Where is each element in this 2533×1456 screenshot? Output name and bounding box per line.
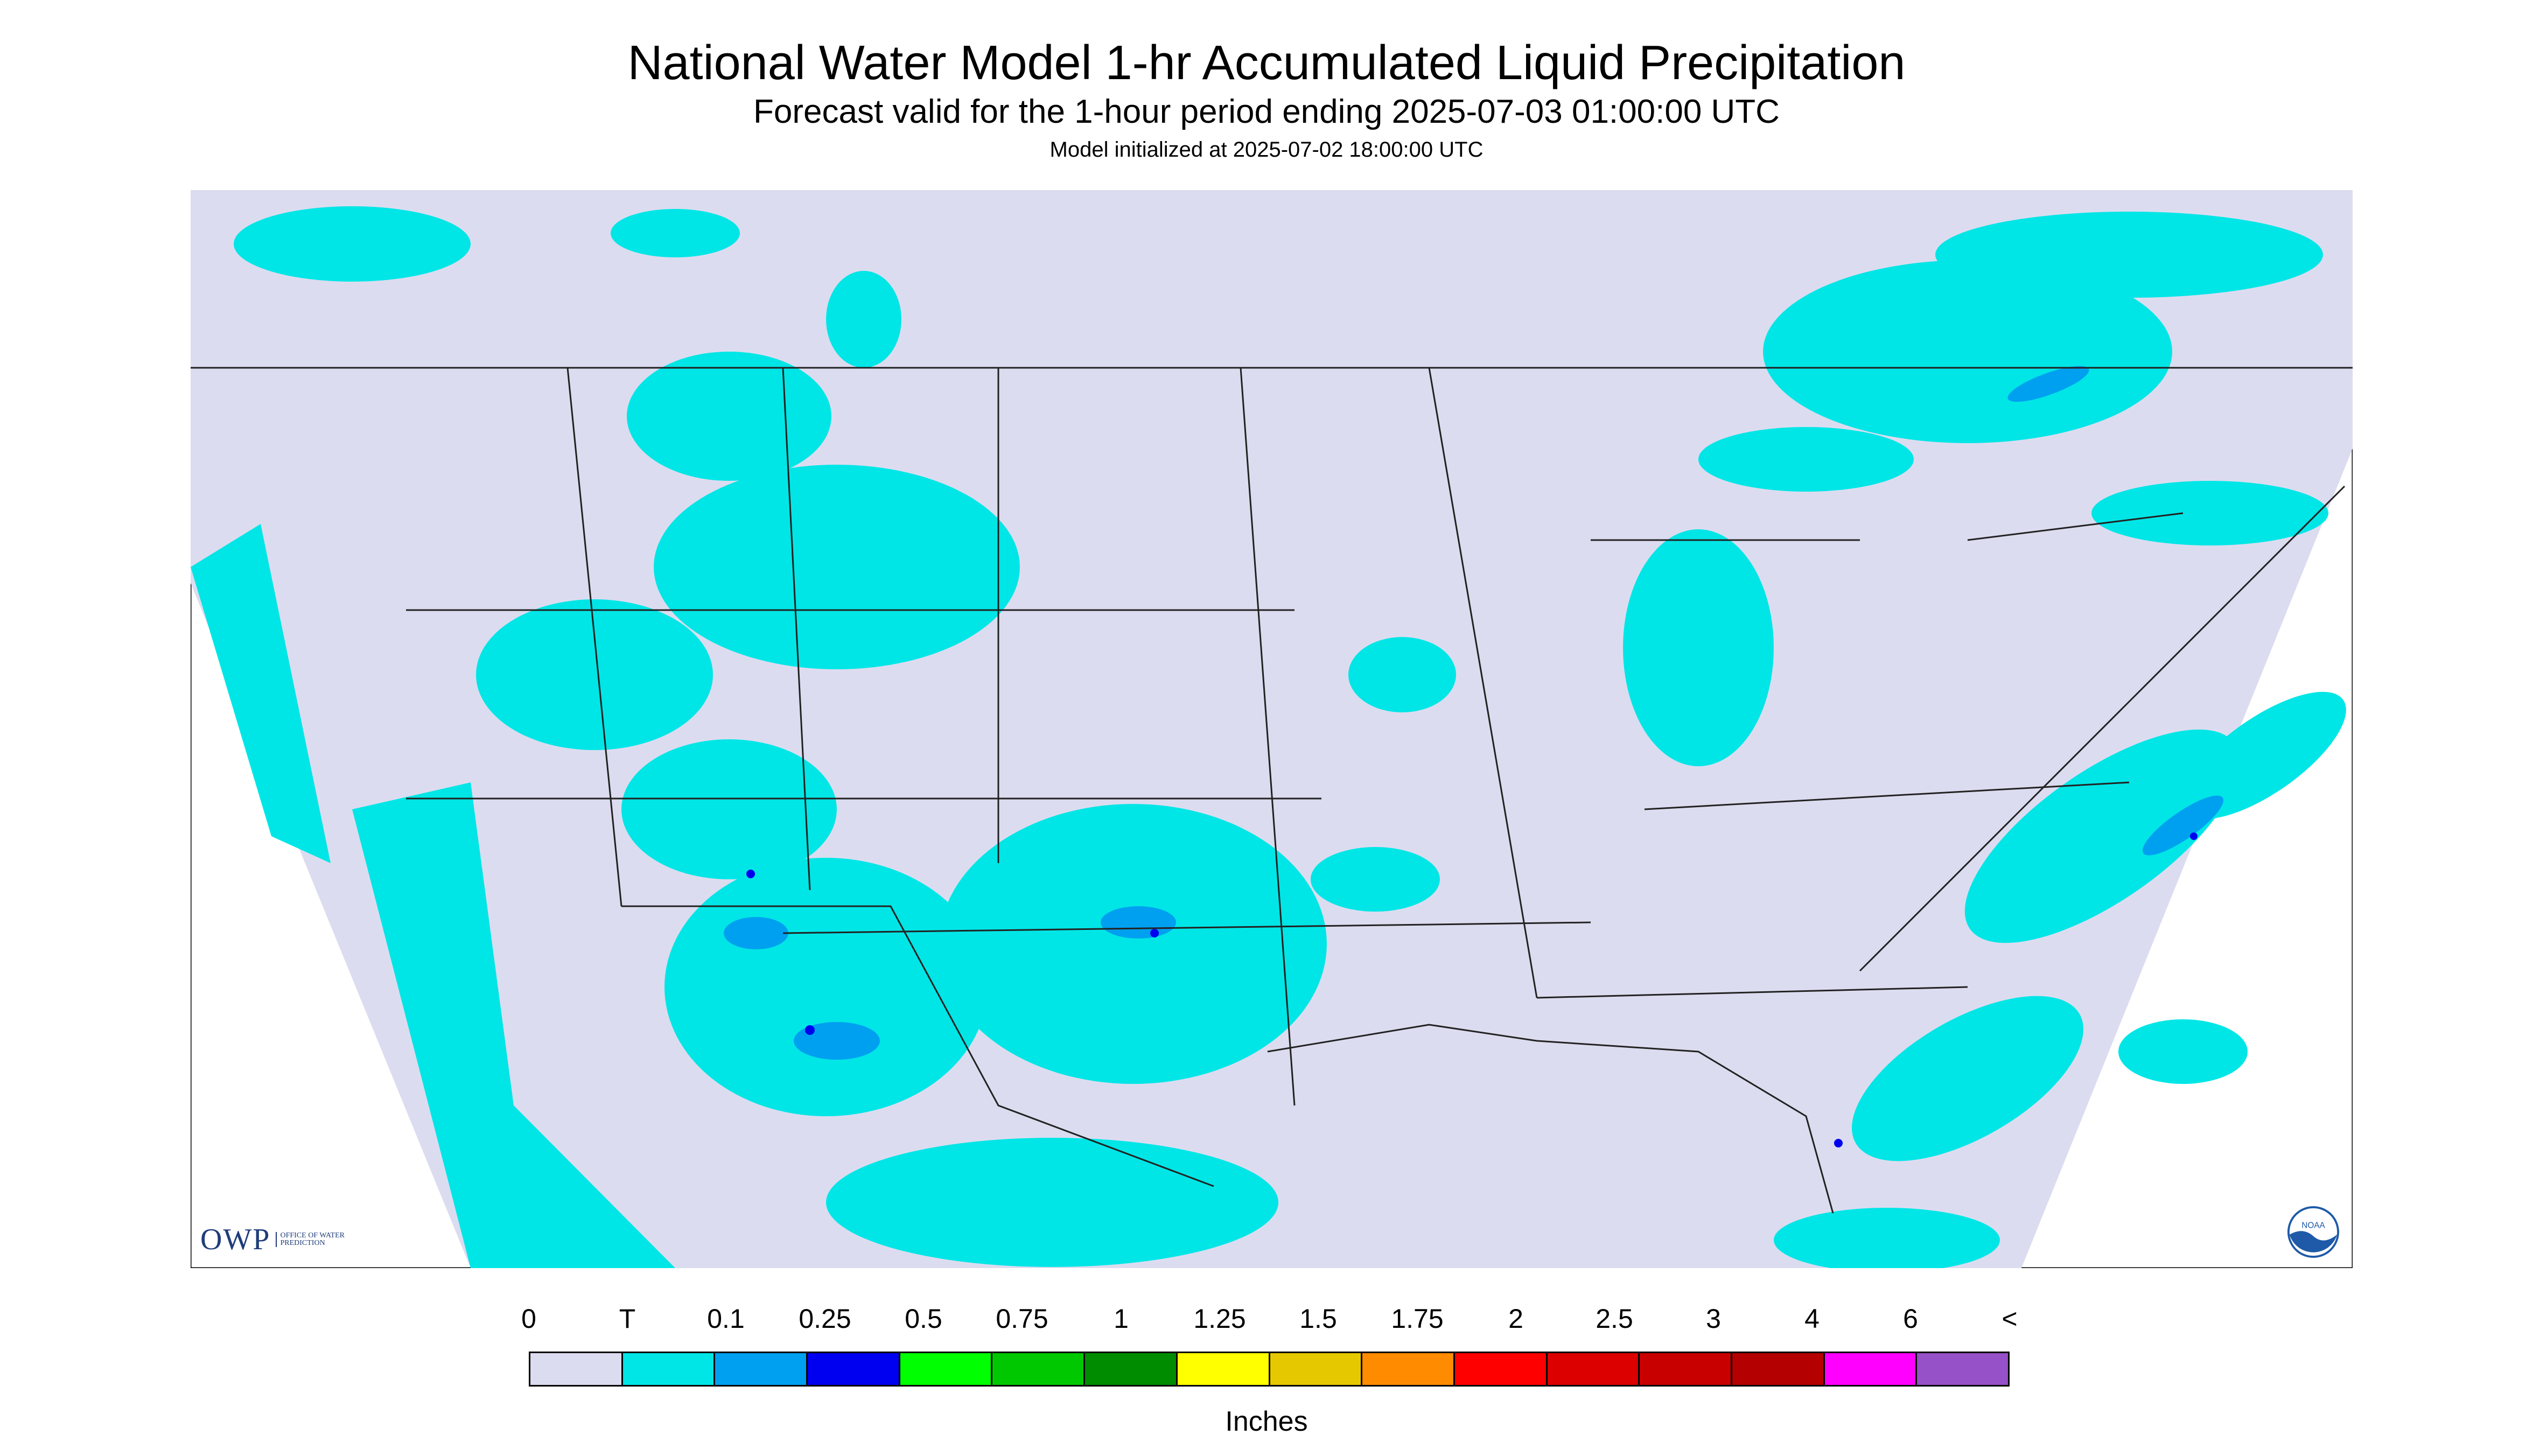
legend-swatch: [808, 1353, 900, 1385]
legend-swatch: [530, 1353, 623, 1385]
precip-moderate-areas: [746, 832, 2198, 1147]
legend-swatch: [1454, 1353, 1548, 1385]
legend-label: 3: [1706, 1304, 1721, 1334]
legend-swatch: [1362, 1353, 1455, 1385]
legend-label: 4: [1804, 1304, 1820, 1334]
owp-logo-subtext: OFFICE OF WATER PREDICTION: [276, 1232, 350, 1247]
model-init-time: Model initialized at 2025-07-02 18:00:00…: [1049, 138, 1484, 162]
legend-swatch: [1824, 1353, 1918, 1385]
legend-label: 0.1: [707, 1304, 745, 1334]
legend-label: 1.75: [1391, 1304, 1444, 1334]
owp-logo-text: OWP: [200, 1223, 271, 1256]
legend-swatch: [1732, 1353, 1825, 1385]
legend-label: 2.5: [1596, 1304, 1633, 1334]
legend-label: 6: [1903, 1304, 1918, 1334]
legend-swatch: [622, 1353, 716, 1385]
owp-logo: OWP OFFICE OF WATER PREDICTION: [200, 1223, 350, 1256]
legend-label: 1.5: [1299, 1304, 1337, 1334]
boundary-lines: [191, 367, 2353, 1214]
legend-swatch: [900, 1353, 993, 1385]
legend-label: 0.25: [799, 1304, 851, 1334]
legend-label: 1: [1114, 1304, 1129, 1334]
legend-label: <: [2002, 1304, 2018, 1334]
legend-label: 0.75: [996, 1304, 1048, 1334]
legend-swatch: [1085, 1353, 1178, 1385]
precip-light-areas: [724, 366, 2224, 1060]
legend-label: T: [619, 1304, 636, 1334]
legend-swatch: [1177, 1353, 1270, 1385]
legend-swatch: [1270, 1353, 1363, 1385]
legend-label: 2: [1508, 1304, 1523, 1334]
legend-colorbar: [529, 1352, 2010, 1387]
map-subtitle: Forecast valid for the 1-hour period end…: [753, 93, 1780, 130]
legend-swatch: [1917, 1353, 2008, 1385]
precipitation-map: [191, 190, 2353, 1268]
map-title: National Water Model 1-hr Accumulated Li…: [627, 36, 1906, 90]
legend-swatch: [715, 1353, 808, 1385]
legend-swatch: [1640, 1353, 1732, 1385]
legend-units: Inches: [1225, 1406, 1308, 1437]
noaa-logo: NOAA: [2287, 1206, 2339, 1258]
legend-label: 0: [521, 1304, 536, 1334]
legend-label: 1.25: [1193, 1304, 1246, 1334]
legend-swatch: [992, 1353, 1086, 1385]
legend-swatch: [1547, 1353, 1640, 1385]
precip-trace-areas: [191, 206, 2346, 1268]
legend-label: 0.5: [905, 1304, 942, 1334]
noaa-logo-text: NOAA: [2301, 1221, 2325, 1230]
